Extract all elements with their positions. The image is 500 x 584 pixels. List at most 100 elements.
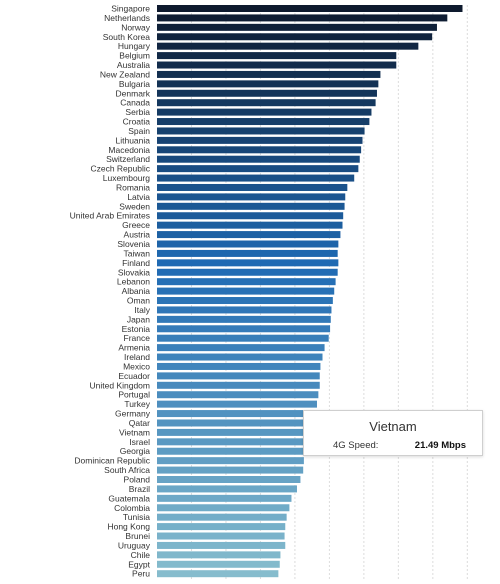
category-label: Israel xyxy=(129,437,150,447)
bar[interactable] xyxy=(157,438,306,446)
bar[interactable] xyxy=(157,523,286,531)
bar[interactable] xyxy=(157,202,345,210)
category-label: Slovakia xyxy=(118,267,150,277)
bar[interactable] xyxy=(157,410,309,418)
bar[interactable] xyxy=(157,33,433,41)
tooltip-value: 21.49 Mbps xyxy=(414,440,466,451)
bar[interactable] xyxy=(157,108,372,116)
category-label: Estonia xyxy=(122,324,151,334)
category-label: Poland xyxy=(124,475,151,485)
category-label: Latvia xyxy=(127,192,150,202)
bar[interactable] xyxy=(157,353,323,361)
bar[interactable] xyxy=(157,61,397,69)
bar[interactable] xyxy=(157,42,419,50)
bar[interactable] xyxy=(157,504,290,512)
category-label: Guatemala xyxy=(108,493,150,503)
bar[interactable] xyxy=(157,278,336,286)
bar[interactable] xyxy=(157,14,448,22)
category-label: Slovenia xyxy=(117,239,150,249)
category-label: Switzerland xyxy=(106,154,150,164)
bar[interactable] xyxy=(157,466,304,474)
bar[interactable] xyxy=(157,391,319,399)
bar[interactable] xyxy=(157,334,329,342)
category-label: Bulgaria xyxy=(119,79,150,89)
bar[interactable] xyxy=(157,297,333,305)
bar[interactable] xyxy=(157,400,317,408)
category-label: Croatia xyxy=(123,117,151,127)
category-label: Turkey xyxy=(124,399,150,409)
category-label: South Africa xyxy=(104,465,150,475)
bar[interactable] xyxy=(157,457,304,465)
category-label: Germany xyxy=(115,409,151,419)
bar[interactable] xyxy=(157,306,332,314)
category-label: Qatar xyxy=(129,418,150,428)
bar[interactable] xyxy=(157,362,321,370)
tooltip: Vietnam 4G Speed: 21.49 Mbps xyxy=(303,410,483,456)
bar[interactable] xyxy=(157,52,397,60)
bar[interactable] xyxy=(157,5,463,12)
bar[interactable] xyxy=(157,221,343,229)
category-label: Chile xyxy=(131,550,151,560)
bar[interactable] xyxy=(157,419,307,427)
category-label: Ecuador xyxy=(118,371,150,381)
bar[interactable] xyxy=(157,136,363,144)
category-label: Tunisia xyxy=(123,512,150,522)
bar[interactable] xyxy=(157,551,281,559)
category-label: Singapore xyxy=(111,4,150,14)
category-label: Luxembourg xyxy=(103,173,151,183)
bar[interactable] xyxy=(157,372,320,380)
bar[interactable] xyxy=(157,287,335,295)
bar[interactable] xyxy=(157,231,341,239)
bar[interactable] xyxy=(157,127,365,135)
category-label: Mexico xyxy=(123,361,150,371)
category-label: Georgia xyxy=(120,446,151,456)
bar[interactable] xyxy=(157,174,355,182)
category-label: Ireland xyxy=(124,352,150,362)
bar[interactable] xyxy=(157,532,285,540)
bar[interactable] xyxy=(157,183,348,191)
bar[interactable] xyxy=(157,259,339,267)
bar[interactable] xyxy=(157,315,331,323)
category-label: Czech Republic xyxy=(90,164,150,174)
category-label: Portugal xyxy=(118,390,150,400)
bar[interactable] xyxy=(157,165,359,173)
category-label: Lithuania xyxy=(115,135,150,145)
bar[interactable] xyxy=(157,212,344,220)
bar[interactable] xyxy=(157,447,304,455)
category-label: Lebanon xyxy=(117,277,150,287)
category-label: Australia xyxy=(117,60,150,70)
category-label: Spain xyxy=(128,126,150,136)
category-label: Austria xyxy=(124,230,151,240)
bar[interactable] xyxy=(157,570,279,578)
bar[interactable] xyxy=(157,485,297,493)
category-label: Canada xyxy=(120,98,150,108)
bar[interactable] xyxy=(157,89,377,97)
bar[interactable] xyxy=(157,476,301,483)
bar[interactable] xyxy=(157,494,292,502)
bar[interactable] xyxy=(157,541,286,549)
bar[interactable] xyxy=(157,513,287,521)
bar[interactable] xyxy=(157,70,381,78)
category-label: Brazil xyxy=(129,484,150,494)
bar[interactable] xyxy=(157,268,338,276)
bar[interactable] xyxy=(157,560,280,568)
bar[interactable] xyxy=(157,155,360,163)
bar[interactable] xyxy=(157,193,346,201)
bar[interactable] xyxy=(157,381,320,389)
bar[interactable] xyxy=(157,118,370,126)
category-label: Taiwan xyxy=(124,248,151,258)
bar[interactable] xyxy=(157,23,437,31)
bar[interactable] xyxy=(157,344,325,352)
category-label: Hong Kong xyxy=(107,522,150,532)
category-label: Armenia xyxy=(118,343,150,353)
bar[interactable] xyxy=(157,146,362,154)
bar[interactable] xyxy=(157,99,376,107)
category-label: Colombia xyxy=(114,503,150,513)
bar[interactable] xyxy=(157,249,338,257)
bar[interactable] xyxy=(157,325,331,333)
bar[interactable] xyxy=(157,80,379,88)
category-label: Sweden xyxy=(119,201,150,211)
bar[interactable] xyxy=(157,240,339,248)
bar[interactable] xyxy=(157,428,306,436)
